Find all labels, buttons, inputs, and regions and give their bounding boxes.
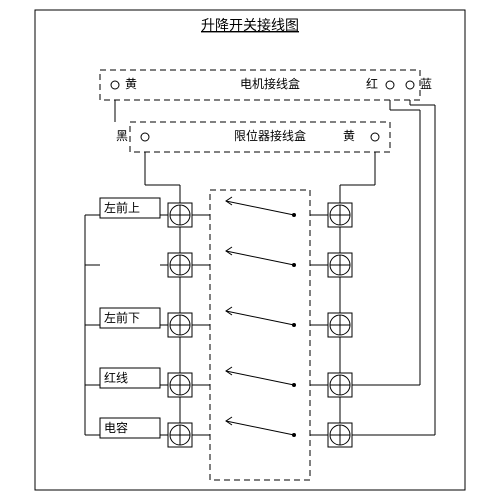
left-terminal-0 xyxy=(168,203,192,227)
switch-1 xyxy=(226,247,296,267)
row-label-2: 左前下 xyxy=(104,310,140,325)
switch-2 xyxy=(226,307,296,327)
switch-3 xyxy=(226,367,296,387)
right-terminal-0 xyxy=(328,203,352,227)
motor-term-red xyxy=(386,81,394,89)
right-terminal-2 xyxy=(328,313,352,337)
left-terminal-1 xyxy=(168,253,192,277)
wiring-diagram: 升降开关接线图电机接线盒黄红蓝限位器接线盒黑黄左前上左前下红线电容 xyxy=(0,0,500,500)
left-terminal-3 xyxy=(168,373,192,397)
limit-term-black xyxy=(141,133,149,141)
svg-text:黄: 黄 xyxy=(125,77,137,91)
limit-term-yellow xyxy=(371,133,379,141)
limit-box-label: 限位器接线盒 xyxy=(234,128,306,143)
motor-box-label: 电机接线盒 xyxy=(240,76,300,91)
switch-0 xyxy=(226,197,296,217)
left-terminal-2 xyxy=(168,313,192,337)
row-label-3: 红线 xyxy=(104,370,128,385)
svg-text:红: 红 xyxy=(366,76,378,91)
row-label-0: 左前上 xyxy=(104,200,140,215)
right-terminal-3 xyxy=(328,373,352,397)
svg-text:黄: 黄 xyxy=(343,129,355,143)
left-terminal-4 xyxy=(168,423,192,447)
motor-term-yellow xyxy=(111,81,119,89)
diagram-title: 升降开关接线图 xyxy=(201,17,299,33)
motor-term-blue xyxy=(406,81,414,89)
right-terminal-4 xyxy=(328,423,352,447)
svg-text:黑: 黑 xyxy=(116,129,128,143)
switch-4 xyxy=(226,417,296,437)
svg-text:蓝: 蓝 xyxy=(420,77,432,91)
row-label-4: 电容 xyxy=(104,420,128,435)
right-terminal-1 xyxy=(328,253,352,277)
